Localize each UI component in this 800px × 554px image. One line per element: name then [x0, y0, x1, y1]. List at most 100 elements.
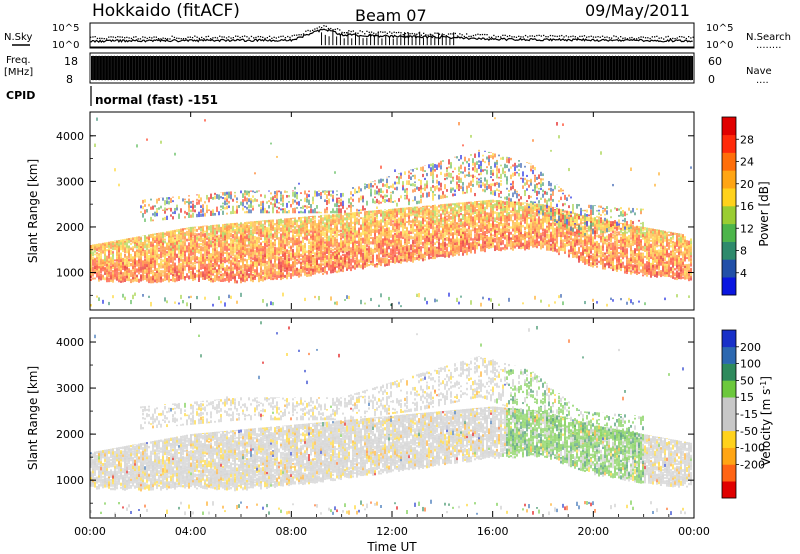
nsearch-point [642, 36, 644, 38]
nsearch-point [479, 34, 481, 36]
nsearch-point [540, 35, 542, 37]
nsearch-point [617, 37, 619, 39]
nsearch-point [133, 36, 135, 38]
nsearch-point [361, 31, 364, 33]
nsearch-point [96, 37, 99, 40]
nsearch-point [647, 37, 649, 39]
nsearch-point [524, 34, 527, 37]
nsearch-point [527, 36, 529, 38]
nsearch-point [110, 36, 112, 38]
nsearch-point [121, 36, 123, 38]
nsearch-point [567, 36, 570, 38]
mhz-label: [MHz] [4, 67, 33, 78]
nsearch-point [635, 38, 638, 40]
nsearch-point [529, 35, 531, 37]
nsearch-point [323, 25, 325, 27]
nsearch-point [167, 38, 169, 40]
nsearch-point [425, 34, 427, 36]
nsearch-label: N.Search [746, 32, 791, 43]
noise-panel-frame [89, 22, 695, 49]
nsearch-point [447, 33, 450, 35]
nsearch-point [549, 34, 552, 37]
nsearch-point [246, 36, 248, 38]
nsearch-point [570, 35, 572, 38]
nsearch-point [386, 32, 388, 35]
nsearch-point [157, 38, 160, 40]
nsearch-point [105, 38, 108, 40]
nsearch-point [515, 36, 518, 38]
noise-panel-data [89, 25, 694, 46]
nsearch-point [554, 35, 556, 37]
nsearch-point [364, 33, 366, 35]
nsearch-point [561, 34, 563, 37]
nsearch-point [552, 35, 554, 37]
nsearch-point [665, 36, 667, 38]
nsearch-point [262, 36, 264, 38]
nsearch-point [173, 36, 176, 39]
nsearch-point [574, 36, 576, 38]
nsearch-point [597, 36, 599, 38]
nsearch-point [577, 37, 579, 39]
nave-legend-dots: .... [756, 75, 769, 86]
nsearch-point [536, 34, 538, 37]
nsearch-point [644, 37, 647, 39]
nsearch-point [484, 33, 486, 36]
nsearch-point [522, 36, 524, 38]
nsearch-point [137, 38, 139, 40]
nsearch-point [114, 36, 117, 39]
nsearch-point [654, 36, 656, 38]
nsearch-point [470, 35, 472, 37]
nsearch-point [176, 37, 178, 39]
nsearch-point [357, 32, 359, 34]
nsearch-point [275, 37, 277, 39]
nsearch-point [255, 36, 257, 39]
nsearch-point [456, 35, 459, 37]
nsearch-point [196, 36, 198, 38]
nsearch-point [282, 35, 284, 37]
nsearch-point [615, 35, 617, 38]
nsearch-point [230, 37, 232, 39]
nsearch-point [350, 30, 352, 33]
nsearch-point [92, 36, 94, 38]
nsearch-point [504, 34, 506, 36]
nsearch-point [178, 37, 180, 40]
nsearch-point [90, 36, 92, 38]
nsearch-point [622, 37, 624, 39]
nsearch-point [212, 37, 214, 39]
nsearch-point [595, 36, 597, 38]
nsearch-point [355, 32, 357, 34]
nsearch-point [253, 37, 255, 39]
cpid-label: CPID [6, 89, 35, 102]
nsearch-point [375, 33, 377, 35]
nsearch-point [327, 27, 330, 30]
nsearch-point [678, 36, 681, 38]
nsearch-point [511, 36, 513, 38]
nsearch-point [688, 36, 690, 38]
nsearch-point [533, 35, 536, 38]
nsearch-point [685, 37, 687, 40]
nsearch-point [241, 35, 244, 38]
nsearch-point [638, 37, 640, 39]
nsearch-point [307, 29, 309, 32]
nsearch-point [343, 32, 345, 34]
nsearch-point [651, 36, 653, 38]
nsearch-point [579, 35, 581, 38]
nsearch-point [461, 34, 463, 36]
nsearch-point [273, 36, 275, 38]
nsearch-point [162, 37, 164, 39]
nsearch-point [336, 28, 339, 30]
nsearch-point [124, 37, 126, 39]
nsearch-point [201, 36, 203, 39]
nsearch-point [194, 35, 196, 37]
nsearch-point [538, 34, 540, 36]
nsearch-point [289, 36, 291, 39]
nsearch-point [649, 37, 651, 40]
nave-tick-top: 60 [708, 55, 722, 68]
nave-tick-bottom: 0 [708, 73, 715, 86]
nsearch-point [590, 35, 592, 37]
nsearch-point [667, 35, 669, 38]
nsearch-point [558, 35, 561, 37]
nsearch-point [463, 35, 465, 38]
station-title: Hokkaido (fitACF) [92, 1, 240, 21]
nsearch-point [509, 35, 511, 37]
